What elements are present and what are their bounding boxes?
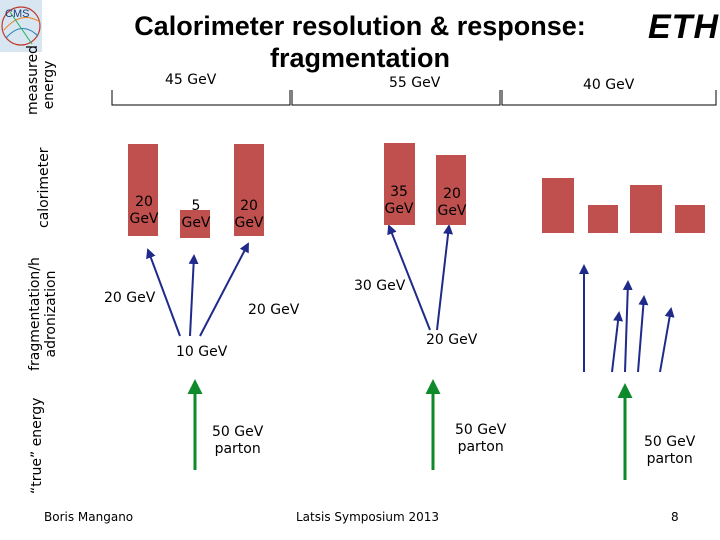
group3-bar-4 bbox=[675, 205, 705, 233]
group1-jet2-bar bbox=[180, 210, 210, 238]
group3-energy-label: 40 GeV bbox=[583, 77, 635, 93]
group2-jet1-bar-label: 35 GeV bbox=[384, 184, 414, 217]
group3-bar-1 bbox=[542, 178, 574, 233]
group1-fragment-arrow-3 bbox=[199, 242, 249, 337]
page-title: Calorimeter resolution & response: fragm… bbox=[134, 11, 586, 73]
group1-jet1-bar-label: 20 GeV bbox=[129, 194, 159, 227]
group3-fragment-arrow-4 bbox=[637, 295, 649, 373]
group1-parton-label: 50 GeV parton bbox=[212, 424, 264, 457]
group1-energy-label: 45 GeV bbox=[165, 72, 217, 88]
group2-fragment-arrow-2 bbox=[436, 224, 454, 331]
group3-fragment-arrow-2 bbox=[611, 311, 624, 373]
group2-fragment-label-2: 20 GeV bbox=[426, 332, 478, 348]
group2-jet2-bar bbox=[436, 155, 466, 225]
group2-bracket bbox=[291, 90, 501, 106]
page-number: 8 bbox=[671, 510, 679, 524]
group3-bracket bbox=[501, 90, 717, 106]
group1-fragment-label-2: 10 GeV bbox=[176, 344, 228, 360]
group1-fragment-arrow-2 bbox=[188, 254, 199, 337]
group1-jet3-bar-label: 20 GeV bbox=[234, 198, 264, 231]
group1-fragment-arrow-1 bbox=[146, 248, 181, 337]
group3-parton-label: 50 GeV parton bbox=[644, 434, 696, 467]
cms-logo-text: CMS bbox=[5, 8, 30, 20]
group3-fragment-arrow-5 bbox=[659, 307, 675, 373]
group2-jet1-bar bbox=[384, 143, 415, 225]
group1-fragment-label-3: 20 GeV bbox=[248, 302, 300, 318]
group3-bar-2 bbox=[588, 205, 618, 233]
group1-jet1-bar bbox=[128, 144, 158, 236]
group3-bar-3 bbox=[630, 185, 662, 233]
eth-logo: ETH bbox=[648, 8, 719, 46]
cms-logo: CMS bbox=[0, 0, 42, 52]
group2-fragment-label-1: 30 GeV bbox=[354, 278, 406, 294]
group1-fragment-label-1: 20 GeV bbox=[104, 290, 156, 306]
group2-energy-label: 55 GeV bbox=[389, 75, 441, 91]
group2-jet2-bar-label: 20 GeV bbox=[437, 186, 467, 219]
group1-jet2-bar-label: 5 GeV bbox=[181, 198, 211, 231]
group2-parton-label: 50 GeV parton bbox=[455, 422, 507, 455]
group2-fragment-arrow-1 bbox=[387, 224, 431, 331]
footer-author: Boris Mangano bbox=[44, 510, 134, 524]
group1-bracket bbox=[111, 90, 291, 106]
group3-fragment-arrow-3 bbox=[622, 280, 633, 373]
group1-jet3-bar bbox=[234, 144, 264, 236]
footer-event: Latsis Symposium 2013 bbox=[296, 510, 439, 524]
